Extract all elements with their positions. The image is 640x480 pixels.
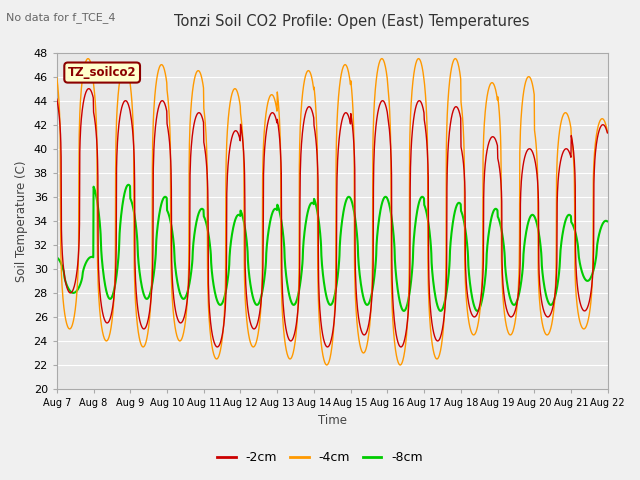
Text: Tonzi Soil CO2 Profile: Open (East) Temperatures: Tonzi Soil CO2 Profile: Open (East) Temp…	[174, 14, 530, 29]
X-axis label: Time: Time	[318, 414, 347, 427]
Legend: -2cm, -4cm, -8cm: -2cm, -4cm, -8cm	[212, 446, 428, 469]
Y-axis label: Soil Temperature (C): Soil Temperature (C)	[15, 160, 28, 282]
Text: TZ_soilco2: TZ_soilco2	[68, 66, 136, 79]
Text: No data for f_TCE_4: No data for f_TCE_4	[6, 12, 116, 23]
